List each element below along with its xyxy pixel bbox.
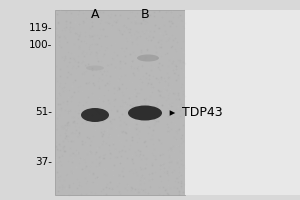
Ellipse shape	[128, 106, 162, 120]
Ellipse shape	[86, 66, 104, 71]
Ellipse shape	[137, 54, 159, 62]
Text: A: A	[91, 7, 99, 21]
Text: 119-: 119-	[28, 23, 52, 33]
Ellipse shape	[81, 108, 109, 122]
Bar	[185, 10, 300, 195]
Bar	[55, 10, 185, 195]
Text: 51-: 51-	[35, 107, 52, 117]
Text: TDP43: TDP43	[182, 106, 223, 119]
Text: B: B	[141, 7, 149, 21]
Text: 100-: 100-	[28, 40, 52, 50]
Text: 37-: 37-	[35, 157, 52, 167]
